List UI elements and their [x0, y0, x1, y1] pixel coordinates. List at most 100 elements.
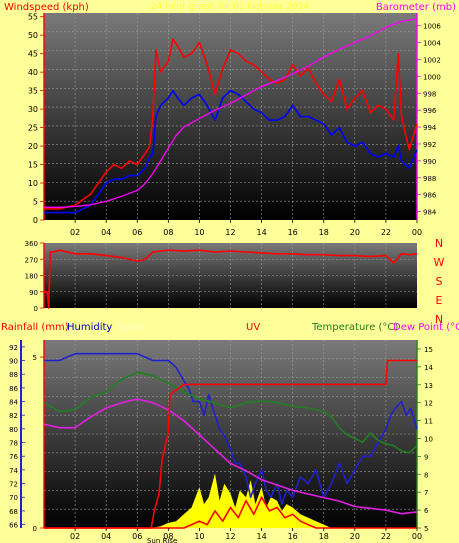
compass-label: E — [436, 294, 443, 307]
uv-axis-title: UV — [246, 322, 260, 333]
wind-xtick-label: 06 — [132, 228, 142, 237]
series-uv — [44, 496, 417, 529]
humidity-tick-label: 84 — [9, 399, 18, 407]
humidity-tick-label: 90 — [9, 358, 18, 366]
humidity-tick-label: 68 — [9, 508, 18, 516]
temp-tick-label: 9 — [424, 453, 428, 461]
humidity-tick-label: 86 — [9, 385, 18, 393]
wind-ytick-label: 20 — [28, 142, 38, 151]
temp-tick-label: 10 — [424, 435, 433, 443]
wind-xtick-label: 14 — [256, 228, 266, 237]
wind-plot-background — [44, 13, 417, 220]
thermo-xtick-label: 20 — [350, 532, 360, 541]
humidity-tick-label: 72 — [9, 481, 18, 489]
temp-tick-label: 12 — [424, 400, 433, 408]
temp-tick-label: 7 — [424, 489, 428, 497]
thermo-xtick-label: 08 — [163, 532, 173, 541]
wind-xtick-label: 22 — [381, 228, 391, 237]
temp-tick-label: 6 — [424, 507, 429, 515]
wind-ytick-label: 35 — [28, 87, 38, 96]
wind-xtick-label: 16 — [288, 228, 298, 237]
humidity-tick-label: 92 — [9, 344, 18, 352]
series-avg — [44, 89, 418, 214]
dir-ytick-label: 90 — [29, 289, 38, 297]
temp-tick-label: 14 — [424, 364, 433, 372]
baro-ytick-label: 984 — [423, 209, 437, 217]
series-rainfall — [44, 359, 417, 529]
wind-ytick-label: 15 — [28, 161, 38, 170]
humidity-axis-title: Humidity — [67, 322, 112, 333]
solar-area — [151, 473, 332, 528]
thermo-xtick-label: 22 — [381, 532, 391, 541]
wind-ytick-label: 0 — [33, 216, 38, 225]
baro-ytick-label: 996 — [423, 107, 437, 115]
thermo-xtick-label: 06 — [132, 532, 142, 541]
wind-ytick-label: 5 — [33, 198, 38, 207]
series-dewpoint — [43, 398, 418, 515]
wind-ytick-label: 55 — [28, 13, 38, 22]
series-gust — [44, 38, 418, 210]
temp-tick-label: 13 — [424, 382, 433, 390]
wind-xtick-label: 18 — [319, 228, 329, 237]
thermo-xtick-label: 02 — [70, 532, 80, 541]
dir-ytick-label: 360 — [25, 240, 38, 248]
baro-ytick-label: 992 — [423, 141, 436, 149]
rain-tick-label: 0 — [33, 525, 37, 533]
wind-xtick-label: 00 — [412, 228, 422, 237]
temp-tick-label: 8 — [424, 471, 428, 479]
rain-tick-label: 5 — [33, 354, 37, 362]
wind-ytick-label: 45 — [28, 50, 38, 59]
wind-ytick-label: 10 — [28, 179, 38, 188]
wind-xtick-label: 08 — [163, 228, 173, 237]
temp-tick-label: 11 — [424, 418, 433, 426]
rain-axis-title: Rainfall (mm) — [1, 322, 69, 333]
humidity-tick-label: 78 — [9, 440, 18, 448]
humidity-tick-label: 70 — [9, 494, 18, 502]
thermo-xtick-label: 10 — [194, 532, 204, 541]
series-humidity — [44, 352, 418, 505]
thermo-xtick-label: 16 — [288, 532, 298, 541]
baro-axis-title: Barometer (mb) — [376, 2, 456, 13]
series-barometer — [44, 18, 418, 208]
baro-ytick-label: 990 — [423, 158, 436, 166]
wind-xtick-label: 02 — [70, 228, 80, 237]
compass-label: N — [435, 237, 443, 250]
dir-ytick-label: 180 — [25, 273, 38, 281]
thermo-xtick-label: 00 — [412, 532, 422, 541]
thermo-xtick-label: 14 — [256, 532, 266, 541]
temp-tick-label: 5 — [424, 525, 428, 533]
dir-ytick-label: 270 — [25, 256, 38, 264]
humidity-tick-label: 66 — [9, 522, 18, 530]
dir-ytick-label: 0 — [34, 305, 38, 313]
compass-label: N — [435, 313, 443, 326]
solar-axis-title: Solar — [117, 322, 143, 333]
temp-tick-label: 15 — [424, 346, 433, 354]
compass-label: S — [436, 275, 443, 288]
series-direction — [44, 249, 418, 309]
series-temperature — [43, 371, 418, 454]
chart-title: 24 hour graph for 01 October 2024 — [151, 2, 310, 12]
humidity-tick-label: 76 — [9, 453, 18, 461]
thermo-xtick-label: 12 — [225, 532, 235, 541]
thermo-xtick-label: 18 — [319, 532, 329, 541]
wind-xtick-label: 12 — [225, 228, 235, 237]
temp-axis-title: Temperature (°C) — [311, 322, 398, 333]
baro-ytick-label: 986 — [423, 192, 437, 200]
humidity-tick-label: 74 — [9, 467, 18, 475]
compass-label: W — [434, 256, 445, 269]
wind-xtick-label: 20 — [350, 228, 360, 237]
wind-ytick-label: 25 — [28, 124, 38, 133]
wind-xtick-label: 10 — [194, 228, 204, 237]
baro-ytick-label: 1004 — [423, 40, 441, 48]
wind-ytick-label: 30 — [28, 105, 38, 114]
humidity-tick-label: 80 — [9, 426, 18, 434]
wind-ytick-label: 50 — [28, 31, 38, 40]
thermo-xtick-label: 04 — [101, 532, 111, 541]
baro-ytick-label: 1000 — [423, 73, 441, 81]
wind-xtick-label: 04 — [101, 228, 111, 237]
wind-axis-title: Windspeed (kph) — [4, 2, 89, 13]
baro-ytick-label: 1002 — [423, 56, 441, 64]
wind-ytick-label: 40 — [28, 68, 38, 77]
sunrise-label: Sun Rise — [147, 537, 177, 543]
